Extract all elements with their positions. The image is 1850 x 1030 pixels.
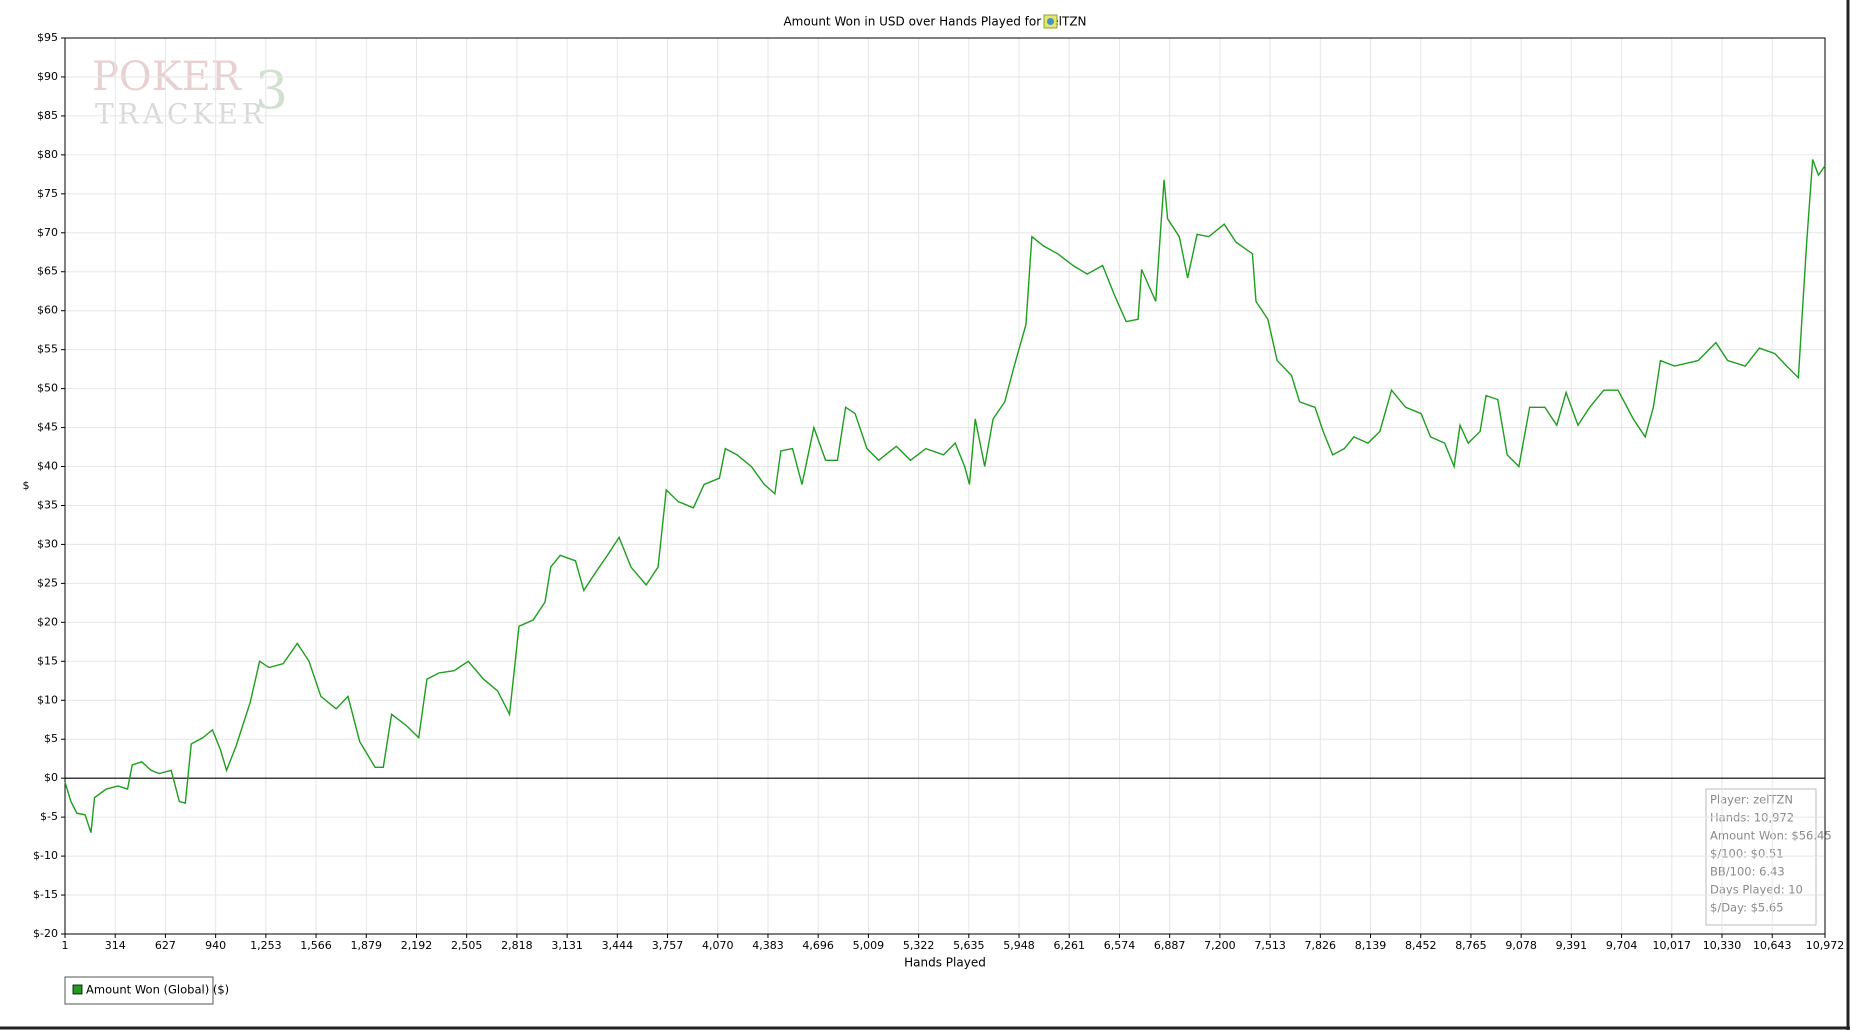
x-tick-label: 7,826 — [1305, 939, 1337, 952]
y-tick-label: $-20 — [33, 927, 58, 940]
x-tick-label: 1,566 — [300, 939, 332, 952]
x-tick-label: 8,139 — [1355, 939, 1387, 952]
y-tick-label: $70 — [37, 226, 58, 239]
x-tick-label: 6,574 — [1104, 939, 1136, 952]
y-tick-label: $95 — [37, 31, 58, 44]
x-tick-label: 4,696 — [802, 939, 834, 952]
data-line — [64, 159, 1826, 833]
x-tick-label: 2,818 — [501, 939, 533, 952]
x-tick-label: 3,444 — [602, 939, 634, 952]
x-tick-label: 5,322 — [903, 939, 935, 952]
y-tick-label: $25 — [37, 576, 58, 589]
watermark-tracker: TRACKER — [95, 98, 267, 131]
legend-label: Amount Won (Global) ($) — [86, 983, 229, 997]
x-tick-label: 5,948 — [1003, 939, 1035, 952]
x-tick-label: 5,635 — [953, 939, 985, 952]
y-tick-label: $60 — [37, 304, 58, 317]
plot-frame — [64, 37, 1826, 935]
x-tick-label: 10,330 — [1703, 939, 1742, 952]
stats-line: $/100: $0.51 — [1710, 847, 1784, 861]
x-tick-label: 4,383 — [752, 939, 784, 952]
x-tick-label: 1,253 — [250, 939, 282, 952]
title-icon-dot — [1047, 18, 1054, 25]
watermark: POKER 3 TRACKER — [92, 54, 288, 131]
x-tick-label: 9,078 — [1505, 939, 1537, 952]
watermark-3: 3 — [255, 62, 288, 122]
legend-swatch — [72, 984, 83, 995]
y-tick-label: $55 — [37, 343, 58, 356]
y-tick-label: $80 — [37, 148, 58, 161]
y-tick-label: $0 — [44, 771, 58, 784]
y-tick-label: $65 — [37, 265, 58, 278]
x-tick-label: 10,017 — [1653, 939, 1692, 952]
stats-line: BB/100: 6.43 — [1710, 865, 1785, 879]
grid — [64, 37, 1826, 935]
y-tick-label: $-15 — [33, 888, 58, 901]
y-axis-label: $ — [23, 479, 30, 492]
y-tick-label: $75 — [37, 187, 58, 200]
x-tick-label: 10,972 — [1806, 939, 1845, 952]
x-tick-label: 1 — [62, 939, 69, 952]
y-tick-label: $40 — [37, 460, 58, 473]
y-tick-label: $30 — [37, 537, 58, 550]
x-tick-label: 3,131 — [551, 939, 583, 952]
x-tick-label: 627 — [155, 939, 176, 952]
y-tick-label: $10 — [37, 693, 58, 706]
stats-frame — [1705, 788, 1817, 926]
chart-title: Amount Won in USD over Hands Played for … — [783, 15, 1086, 29]
x-axis-label: Hands Played — [904, 956, 986, 970]
x-tick-label: 2,505 — [451, 939, 483, 952]
legend-box — [64, 976, 214, 1005]
y-tick-label: $20 — [37, 615, 58, 628]
y-tick-label: $35 — [37, 498, 58, 511]
y-tick-label: $45 — [37, 421, 58, 434]
y-tick-label: $5 — [44, 732, 58, 745]
x-tick-label: 8,765 — [1455, 939, 1487, 952]
x-tick-label: 7,513 — [1254, 939, 1286, 952]
legend: Amount Won (Global) ($) — [64, 976, 229, 1005]
x-tick-label: 6,261 — [1053, 939, 1085, 952]
y-tick-label: $-5 — [40, 810, 58, 823]
x-tick-label: 314 — [105, 939, 126, 952]
x-tick-label: 8,452 — [1405, 939, 1437, 952]
y-tick-label: $90 — [37, 70, 58, 83]
x-tick-label: 7,200 — [1204, 939, 1236, 952]
x-tick-label: 940 — [205, 939, 226, 952]
x-tick-label: 3,757 — [652, 939, 684, 952]
y-tick-label: $15 — [37, 654, 58, 667]
x-tick-label: 6,887 — [1154, 939, 1186, 952]
x-tick-label: 2,192 — [401, 939, 433, 952]
y-tick-label: $-10 — [33, 849, 58, 862]
y-tick-label: $85 — [37, 109, 58, 122]
x-tick-label: 5,009 — [853, 939, 885, 952]
stats-line: Amount Won: $56.45 — [1710, 829, 1832, 843]
y-tick-label: $50 — [37, 382, 58, 395]
x-tick-label: 9,391 — [1556, 939, 1588, 952]
x-tick-label: 10,643 — [1753, 939, 1792, 952]
stats-line: Days Played: 10 — [1710, 883, 1803, 897]
x-tick-label: 4,070 — [702, 939, 734, 952]
x-tick-label: 9,704 — [1606, 939, 1638, 952]
stats-line: $/Day: $5.65 — [1710, 901, 1784, 915]
x-tick-label: 1,879 — [351, 939, 383, 952]
